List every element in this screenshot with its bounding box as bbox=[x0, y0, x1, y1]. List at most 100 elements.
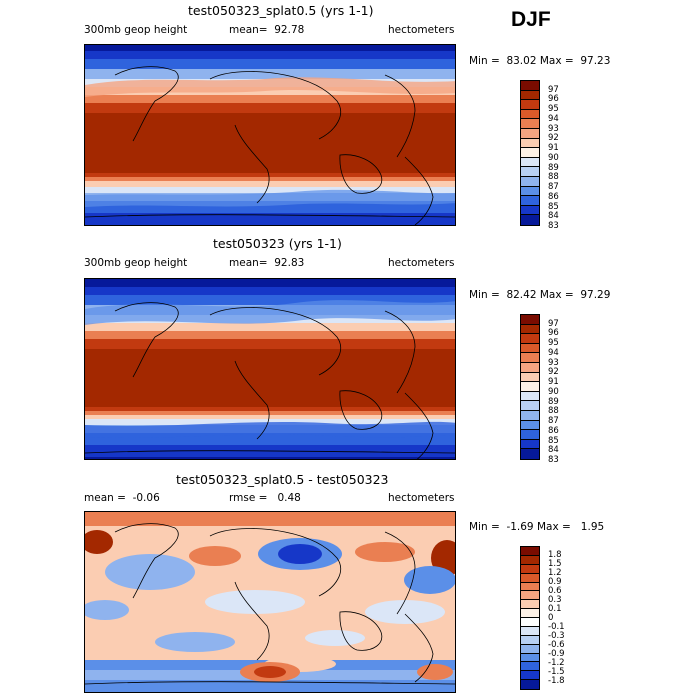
field-label: 300mb geop height bbox=[84, 257, 188, 269]
colorbar-label: -0.3 bbox=[548, 631, 565, 641]
colorbar-swatch bbox=[521, 547, 539, 556]
min-max-readout: Min = -1.69 Max = 1.95 bbox=[469, 521, 605, 533]
colorbar-swatch bbox=[521, 215, 539, 225]
contour-map bbox=[84, 278, 456, 460]
units-label: hectometers bbox=[388, 257, 455, 269]
colorbar-swatch bbox=[521, 353, 539, 363]
colorbar-label: 87 bbox=[548, 416, 559, 427]
colorbar-swatch bbox=[521, 420, 539, 431]
panel-title: test050323_splat0.5 (yrs 1-1) bbox=[188, 3, 374, 18]
colorbar-swatch bbox=[521, 582, 539, 592]
colorbar-swatch bbox=[521, 167, 539, 177]
colorbar-swatch bbox=[521, 626, 539, 636]
colorbar-label: 1.5 bbox=[548, 559, 562, 569]
mean-value: mean= 92.83 bbox=[229, 257, 305, 269]
colorbar-label: 95 bbox=[548, 338, 559, 349]
colorbar-label: 0.9 bbox=[548, 577, 562, 587]
colorbar-swatch bbox=[521, 100, 539, 110]
colorbar-swatch bbox=[521, 671, 539, 681]
colorbar-label: 96 bbox=[548, 94, 559, 105]
field-label: 300mb geop height bbox=[84, 24, 188, 36]
colorbar-label: 0 bbox=[548, 613, 554, 623]
colorbar bbox=[520, 314, 540, 460]
colorbar-swatch bbox=[521, 90, 539, 101]
colorbar-label: 83 bbox=[548, 221, 559, 231]
colorbar-swatch bbox=[521, 196, 539, 206]
colorbar-label: 84 bbox=[548, 211, 559, 222]
colorbar-label: 1.2 bbox=[548, 568, 562, 578]
colorbar-swatch bbox=[521, 205, 539, 216]
colorbar bbox=[520, 546, 540, 690]
units-label: hectometers bbox=[388, 24, 455, 36]
colorbar-label: 91 bbox=[548, 377, 559, 388]
colorbar-label: 85 bbox=[548, 435, 559, 446]
colorbar-swatch bbox=[521, 653, 539, 663]
colorbar-label: 89 bbox=[548, 396, 559, 407]
colorbar-swatch bbox=[521, 138, 539, 149]
colorbar-swatch bbox=[521, 662, 539, 672]
colorbar-swatch bbox=[521, 324, 539, 335]
colorbar-label: 88 bbox=[548, 172, 559, 183]
colorbar-label: 94 bbox=[548, 347, 559, 358]
colorbar-label: -0.9 bbox=[548, 649, 565, 659]
colorbar-label: 97 bbox=[548, 318, 559, 329]
colorbar-label: 92 bbox=[548, 133, 559, 144]
colorbar-swatch bbox=[521, 157, 539, 168]
colorbar-swatch bbox=[521, 362, 539, 373]
colorbar bbox=[520, 80, 540, 226]
colorbar-label: 94 bbox=[548, 113, 559, 124]
colorbar-label: 87 bbox=[548, 182, 559, 193]
filled-contour-field bbox=[85, 512, 455, 692]
colorbar-swatch bbox=[521, 401, 539, 411]
mean-value: mean= 92.78 bbox=[229, 24, 305, 36]
colorbar-label: 0.3 bbox=[548, 595, 562, 605]
contour-map bbox=[84, 511, 456, 693]
units-label: hectometers bbox=[388, 492, 455, 504]
colorbar-label: 95 bbox=[548, 104, 559, 115]
min-max-readout: Min = 82.42 Max = 97.29 bbox=[469, 289, 611, 301]
colorbar-label: 93 bbox=[548, 357, 559, 368]
colorbar-swatch bbox=[521, 315, 539, 325]
panel-title: test050323_splat0.5 - test050323 bbox=[176, 472, 389, 487]
diff-mean-value: mean = -0.06 bbox=[84, 492, 160, 504]
colorbar-label: -1.5 bbox=[548, 667, 565, 677]
colorbar-label: 85 bbox=[548, 201, 559, 212]
colorbar-swatch bbox=[521, 186, 539, 197]
colorbar-swatch bbox=[521, 372, 539, 383]
colorbar-label: 93 bbox=[548, 123, 559, 134]
colorbar-label: 1.8 bbox=[548, 550, 562, 560]
colorbar-swatch bbox=[521, 81, 539, 91]
panel-title: test050323 (yrs 1-1) bbox=[213, 236, 342, 251]
colorbar-swatch bbox=[521, 148, 539, 158]
colorbar-swatch bbox=[521, 564, 539, 574]
colorbar-label: 90 bbox=[548, 386, 559, 397]
colorbar-label: 89 bbox=[548, 162, 559, 173]
colorbar-label: 0.6 bbox=[548, 586, 562, 596]
colorbar-label: -0.6 bbox=[548, 640, 565, 650]
colorbar-swatch bbox=[521, 635, 539, 645]
colorbar-swatch bbox=[521, 391, 539, 402]
colorbar-swatch bbox=[521, 609, 539, 618]
contour-map bbox=[84, 44, 456, 226]
colorbar-label: -1.2 bbox=[548, 658, 565, 668]
colorbar-swatch bbox=[521, 176, 539, 187]
colorbar-swatch bbox=[521, 343, 539, 354]
colorbar-label: 84 bbox=[548, 445, 559, 456]
colorbar-swatch bbox=[521, 555, 539, 565]
colorbar-label: 92 bbox=[548, 367, 559, 378]
colorbar-label: 96 bbox=[548, 328, 559, 339]
colorbar-swatch bbox=[521, 680, 539, 689]
colorbar-swatch bbox=[521, 410, 539, 421]
colorbar-label: 91 bbox=[548, 143, 559, 154]
colorbar-label: 90 bbox=[548, 152, 559, 163]
colorbar-swatch bbox=[521, 439, 539, 450]
colorbar-swatch bbox=[521, 109, 539, 120]
colorbar-label: -0.1 bbox=[548, 622, 565, 632]
colorbar-swatch bbox=[521, 119, 539, 129]
colorbar-swatch bbox=[521, 600, 539, 610]
colorbar-swatch bbox=[521, 382, 539, 392]
colorbar-swatch bbox=[521, 430, 539, 440]
colorbar-label: 0.1 bbox=[548, 604, 562, 614]
colorbar-label: 86 bbox=[548, 425, 559, 436]
season-label: DJF bbox=[511, 8, 551, 31]
